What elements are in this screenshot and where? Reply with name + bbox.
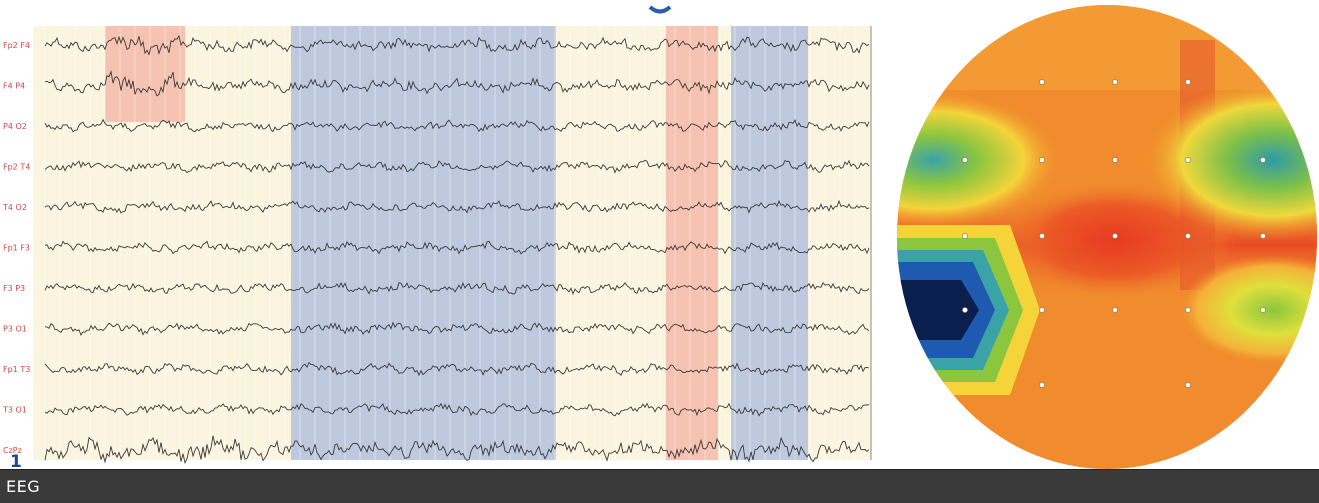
- top-yellow-tint: [897, 5, 1317, 90]
- eeg-traces: [44, 34, 870, 465]
- electrode-dot: [1039, 79, 1045, 85]
- figure-page-number: 1: [10, 452, 22, 472]
- channel-label: P4 O2: [3, 122, 27, 131]
- electrode-dot: [1185, 233, 1191, 239]
- eeg-trace: [44, 240, 870, 255]
- eeg-highlight-regions: [105, 26, 808, 460]
- electrode-dot: [1112, 157, 1118, 163]
- channel-label: Fp2 T4: [3, 163, 30, 172]
- electrode-markers: [962, 79, 1266, 388]
- electrode-dot: [1260, 233, 1266, 239]
- electrode-dot: [1112, 307, 1118, 313]
- channel-label: Fp2 F4: [3, 41, 30, 50]
- electrode-dot: [1260, 307, 1266, 313]
- green-region-right-top: [1143, 80, 1317, 240]
- green-region-left-top: [897, 90, 1063, 230]
- electrode-dot: [962, 233, 968, 239]
- eeg-trace-panel: Fp2 F4 F4 P4 P4 O2 Fp2 T4 T4 O2 Fp1 F3 F3 P3 P3…: [2, 5, 872, 465]
- electrode-dot: [1185, 79, 1191, 85]
- channel-label: F3 P3: [3, 284, 25, 293]
- scalp-map: [897, 5, 1317, 469]
- channel-label: T3 O1: [2, 406, 27, 415]
- channel-label: Fp1 F3: [3, 244, 30, 253]
- electrode-dot: [1185, 307, 1191, 313]
- eeg-trace: [44, 118, 870, 133]
- electrode-dot: [1185, 382, 1191, 388]
- green-region-right-mid: [1178, 255, 1317, 365]
- electrode-dot: [1185, 157, 1191, 163]
- electrode-dot: [1039, 382, 1045, 388]
- highlight-region-blue: [291, 26, 556, 460]
- eeg-channel-labels: Fp2 F4 F4 P4 P4 O2 Fp2 T4 T4 O2 Fp1 F3 F3 P3 P3…: [2, 41, 30, 455]
- electrode-dot: [1112, 79, 1118, 85]
- channel-label: F4 P4: [3, 82, 25, 91]
- electrode-dot: [1039, 233, 1045, 239]
- caption-bar: EEG: [0, 469, 1319, 503]
- electrode-dot: [962, 307, 968, 313]
- channel-label: CzPz: [3, 446, 22, 455]
- highlight-region-blue: [731, 26, 808, 460]
- eeg-trace: [44, 199, 870, 214]
- eeg-trace: [44, 70, 870, 97]
- electrode-dot: [1039, 157, 1045, 163]
- eeg-trace: [44, 435, 870, 465]
- eeg-trace: [44, 159, 870, 174]
- figure-area: Fp2 F4 F4 P4 P4 O2 Fp2 T4 T4 O2 Fp1 F3 F3 P3 P3…: [2, 5, 1317, 472]
- electrode-dot: [1260, 157, 1266, 163]
- channel-label: P3 O1: [3, 325, 27, 334]
- caption-text: EEG: [6, 477, 41, 496]
- blue-arc-decoration: [648, 5, 672, 14]
- topographic-map-panel: [897, 5, 1317, 469]
- channel-label: T4 O2: [2, 203, 27, 212]
- eeg-trace: [44, 34, 870, 56]
- channel-label: Fp1 T3: [3, 365, 30, 374]
- eeg-trace: [44, 402, 870, 417]
- electrode-dot: [1039, 307, 1045, 313]
- electrode-dot: [962, 157, 968, 163]
- eeg-trace: [44, 361, 870, 377]
- electrode-dot: [1112, 233, 1118, 239]
- highlight-region-red: [105, 26, 185, 122]
- eeg-trace: [44, 281, 870, 296]
- eeg-trace: [44, 321, 870, 336]
